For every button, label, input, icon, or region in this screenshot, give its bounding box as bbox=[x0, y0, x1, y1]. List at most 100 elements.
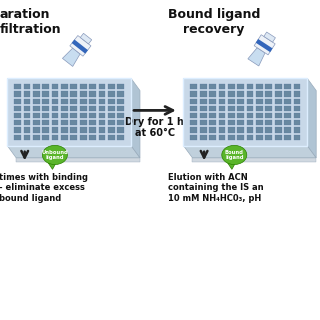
Bar bbox=[256, 84, 263, 89]
Bar bbox=[24, 120, 30, 125]
Polygon shape bbox=[7, 146, 140, 158]
Bar bbox=[61, 135, 68, 140]
Bar bbox=[265, 120, 272, 125]
Bar bbox=[209, 135, 216, 140]
Bar bbox=[228, 99, 235, 104]
Bar bbox=[33, 106, 40, 111]
Bar bbox=[293, 135, 300, 140]
Bar bbox=[80, 92, 87, 97]
Bar bbox=[275, 120, 282, 125]
Bar bbox=[117, 120, 124, 125]
Bar bbox=[256, 99, 263, 104]
Bar bbox=[33, 113, 40, 118]
Bar bbox=[70, 127, 77, 132]
Bar bbox=[80, 127, 87, 132]
Bar bbox=[52, 92, 59, 97]
Bar bbox=[117, 127, 124, 132]
Bar bbox=[61, 106, 68, 111]
Polygon shape bbox=[183, 146, 316, 158]
Bar bbox=[89, 120, 96, 125]
Bar bbox=[190, 120, 197, 125]
Bar bbox=[190, 113, 197, 118]
Bar bbox=[200, 135, 207, 140]
Bar bbox=[61, 113, 68, 118]
Bar bbox=[52, 127, 59, 132]
Bar bbox=[80, 84, 87, 89]
Bar bbox=[42, 127, 49, 132]
Bar bbox=[275, 84, 282, 89]
Bar bbox=[52, 99, 59, 104]
Text: Elution with ACN
containing the IS an
10 mM NH₄HC0₃, pH: Elution with ACN containing the IS an 10… bbox=[168, 173, 263, 203]
Bar bbox=[237, 135, 244, 140]
Bar bbox=[33, 120, 40, 125]
Bar bbox=[228, 113, 235, 118]
Bar bbox=[42, 106, 49, 111]
Bar bbox=[117, 106, 124, 111]
Bar bbox=[237, 84, 244, 89]
Bar bbox=[99, 135, 105, 140]
Bar bbox=[61, 120, 68, 125]
Bar bbox=[237, 127, 244, 132]
Bar bbox=[293, 113, 300, 118]
Bar bbox=[117, 99, 124, 104]
Bar bbox=[42, 113, 49, 118]
Bar bbox=[14, 99, 21, 104]
Bar bbox=[275, 106, 282, 111]
Polygon shape bbox=[16, 158, 140, 162]
Bar bbox=[117, 113, 124, 118]
Text: aration
filtration: aration filtration bbox=[0, 8, 61, 36]
Bar bbox=[237, 92, 244, 97]
Bar bbox=[70, 106, 77, 111]
Bar bbox=[247, 113, 253, 118]
Polygon shape bbox=[248, 48, 265, 66]
Bar bbox=[117, 92, 124, 97]
Bar bbox=[265, 106, 272, 111]
Bar bbox=[256, 120, 263, 125]
Bar bbox=[275, 135, 282, 140]
Bar bbox=[293, 92, 300, 97]
Bar bbox=[99, 127, 105, 132]
Text: Bound ligand
recovery: Bound ligand recovery bbox=[168, 8, 260, 36]
Bar bbox=[99, 84, 105, 89]
Bar bbox=[52, 113, 59, 118]
Bar bbox=[108, 92, 115, 97]
Bar bbox=[200, 106, 207, 111]
Bar bbox=[293, 99, 300, 104]
Bar bbox=[265, 127, 272, 132]
Bar bbox=[190, 106, 197, 111]
Polygon shape bbox=[183, 78, 307, 146]
Bar bbox=[99, 92, 105, 97]
Bar bbox=[70, 120, 77, 125]
Polygon shape bbox=[307, 78, 316, 158]
Bar bbox=[200, 99, 207, 104]
Bar bbox=[293, 120, 300, 125]
Bar bbox=[247, 127, 253, 132]
Bar bbox=[52, 120, 59, 125]
Bar bbox=[24, 135, 30, 140]
Bar bbox=[209, 106, 216, 111]
Bar bbox=[237, 120, 244, 125]
Bar bbox=[293, 106, 300, 111]
Bar bbox=[247, 120, 253, 125]
Bar bbox=[219, 99, 225, 104]
Bar bbox=[284, 135, 291, 140]
Bar bbox=[80, 135, 87, 140]
Bar bbox=[293, 84, 300, 89]
Bar bbox=[89, 127, 96, 132]
Bar bbox=[108, 99, 115, 104]
Bar bbox=[99, 113, 105, 118]
Bar bbox=[228, 120, 235, 125]
Bar bbox=[14, 135, 21, 140]
Bar bbox=[219, 106, 225, 111]
Bar bbox=[61, 84, 68, 89]
Bar bbox=[14, 92, 21, 97]
Bar bbox=[219, 92, 225, 97]
Bar bbox=[61, 92, 68, 97]
Text: Bound
ligand: Bound ligand bbox=[225, 150, 244, 160]
Bar bbox=[284, 113, 291, 118]
Bar bbox=[200, 127, 207, 132]
Text: Dry for 1 h
at 60°C: Dry for 1 h at 60°C bbox=[125, 117, 184, 139]
Bar bbox=[200, 84, 207, 89]
Bar bbox=[33, 127, 40, 132]
Bar bbox=[24, 84, 30, 89]
